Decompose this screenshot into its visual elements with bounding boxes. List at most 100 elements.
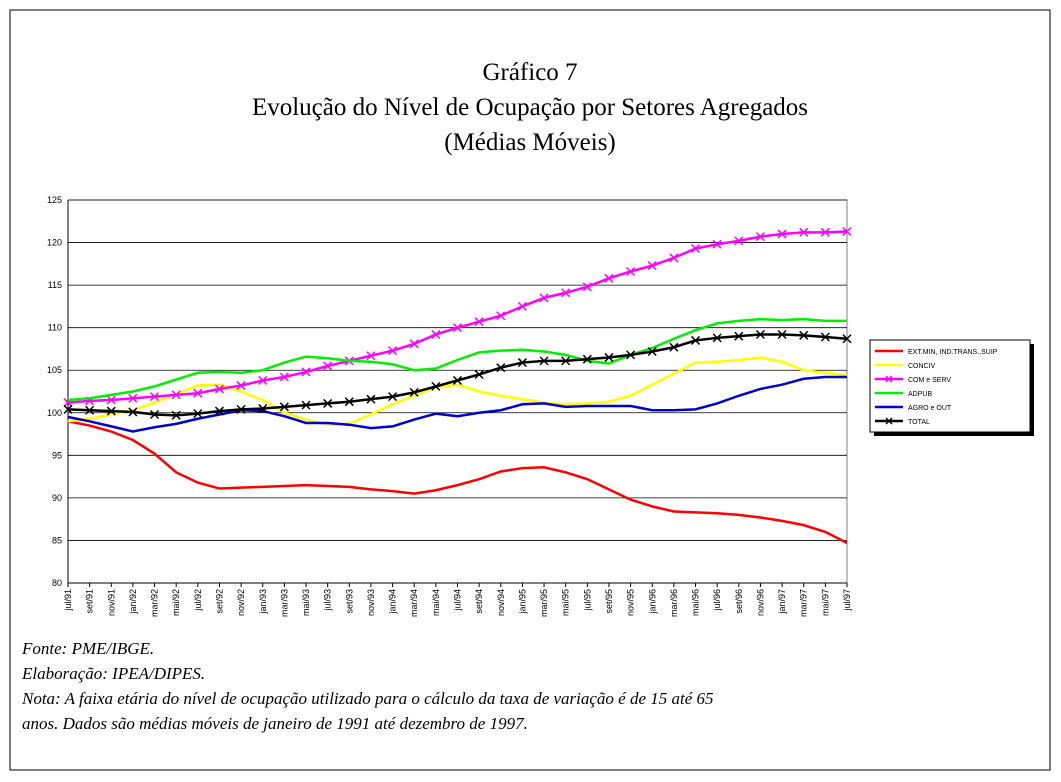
x-tick-label: mar/95 — [539, 589, 549, 617]
marker — [496, 311, 506, 321]
marker — [193, 388, 203, 398]
marker — [85, 405, 95, 415]
marker — [409, 339, 419, 349]
marker — [539, 356, 549, 366]
note: Nota: A faixa etária do nível de ocupaçã… — [21, 689, 714, 708]
chart-subtitle: (Médias Móveis) — [444, 129, 616, 156]
x-tick-label: jul/93 — [323, 589, 333, 612]
x-tick-label: mai/97 — [820, 589, 830, 616]
x-tick-label: jul/91 — [63, 589, 73, 612]
x-tick-label: nov/91 — [106, 589, 116, 616]
marker — [366, 351, 376, 361]
marker — [214, 384, 225, 394]
x-tick-label: set/94 — [474, 589, 484, 614]
x-tick-label: jul/95 — [582, 589, 592, 612]
marker — [799, 227, 809, 237]
x-tick-label: set/96 — [734, 589, 744, 614]
legend-label: EXT.MIN, IND.TRANS.,SUIP — [908, 349, 998, 356]
marker — [734, 236, 744, 246]
x-tick-label: mai/96 — [691, 589, 701, 616]
marker — [323, 398, 333, 408]
marker — [193, 409, 203, 419]
marker — [496, 363, 506, 373]
marker — [820, 227, 830, 237]
marker — [409, 387, 419, 397]
series-line — [67, 375, 847, 433]
x-tick-label: mar/94 — [409, 589, 419, 617]
x-tick-label: jul/96 — [712, 589, 722, 612]
marker — [150, 392, 160, 402]
marker — [582, 282, 592, 292]
legend-label: ADPUB — [908, 391, 932, 398]
x-tick-label: nov/92 — [236, 589, 246, 616]
y-tick-label: 95 — [52, 450, 62, 460]
legend-label: CONCIV — [908, 363, 936, 370]
marker — [388, 392, 398, 402]
legend-marker — [885, 375, 893, 383]
y-tick-label: 115 — [48, 280, 62, 290]
marker — [604, 273, 614, 283]
x-tick-label: set/91 — [85, 589, 95, 614]
marker — [517, 358, 527, 368]
legend — [869, 339, 1031, 433]
marker — [388, 346, 398, 356]
marker — [777, 329, 787, 340]
x-tick-label: jan/92 — [128, 589, 138, 615]
legend-label: AGRO e OUT — [908, 405, 952, 412]
y-tick-label: 85 — [52, 535, 62, 545]
marker — [604, 352, 614, 362]
marker — [258, 403, 268, 414]
marker — [626, 350, 636, 360]
x-tick-label: set/93 — [344, 589, 354, 614]
y-tick-label: 90 — [52, 493, 62, 503]
marker — [712, 239, 722, 249]
x-tick-label: jul/97 — [842, 589, 852, 612]
marker — [128, 407, 138, 417]
marker — [150, 409, 160, 420]
x-tick-label: jan/93 — [258, 589, 268, 615]
marker — [539, 293, 549, 303]
marker — [431, 329, 441, 340]
chart-title: Gráfico 7 — [482, 59, 577, 86]
series-line — [67, 356, 848, 426]
x-tick-label: jul/94 — [453, 589, 463, 612]
y-tick-label: 120 — [47, 238, 62, 248]
legend-label: COM e SERV — [908, 377, 951, 384]
marker — [712, 333, 722, 343]
x-tick-label: mar/93 — [279, 589, 289, 617]
note: anos. Dados são médias móveis de janeiro… — [22, 714, 528, 733]
marker — [777, 229, 787, 239]
marker — [236, 381, 246, 391]
x-tick-label: mar/92 — [150, 589, 160, 617]
x-tick-label: mai/95 — [561, 589, 571, 616]
x-tick-label: mai/93 — [301, 589, 311, 616]
x-tick-label: jan/94 — [388, 589, 398, 615]
marker — [582, 354, 592, 364]
marker — [690, 335, 701, 345]
marker — [842, 226, 852, 237]
marker — [755, 329, 765, 340]
marker — [474, 369, 484, 380]
series-line — [67, 420, 848, 545]
marker — [279, 402, 289, 412]
marker — [344, 397, 354, 407]
marker — [820, 332, 830, 342]
marker — [128, 393, 138, 403]
marker — [799, 330, 809, 340]
x-tick-label: mai/92 — [171, 589, 181, 616]
marker — [106, 406, 116, 416]
y-tick-label: 125 — [47, 195, 62, 205]
x-tick-label: mar/96 — [669, 589, 679, 617]
x-tick-label: nov/94 — [496, 589, 506, 616]
x-tick-label: jan/97 — [777, 589, 787, 615]
marker — [63, 404, 73, 414]
marker — [474, 317, 484, 327]
marker — [214, 406, 225, 416]
marker — [626, 266, 636, 277]
marker — [301, 367, 311, 377]
y-tick-label: 80 — [52, 578, 62, 588]
marker — [323, 361, 333, 371]
marker — [258, 375, 268, 385]
marker — [561, 356, 571, 366]
